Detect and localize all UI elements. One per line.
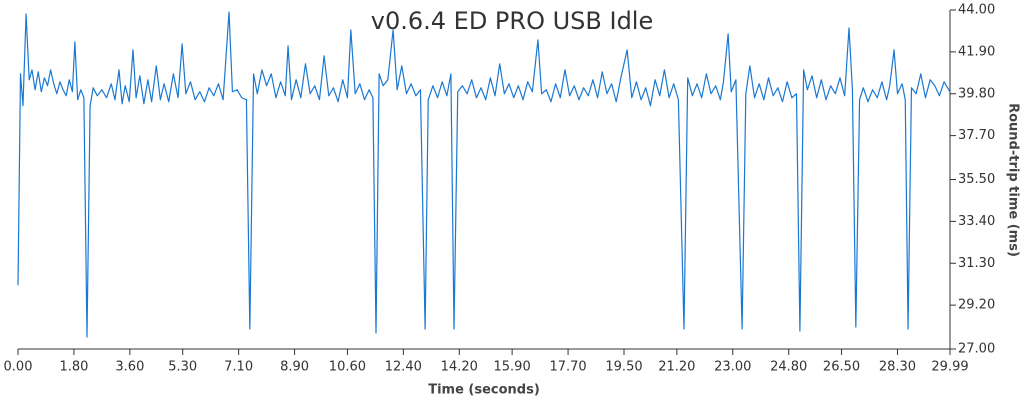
y-tick-label: 39.80: [958, 86, 995, 101]
x-axis-title: Time (seconds): [428, 383, 540, 398]
y-tick-label: 33.40: [958, 214, 995, 229]
y-tick-label: 27.00: [958, 342, 995, 357]
x-tick-label: 14.20: [441, 360, 478, 375]
x-tick-label: 12.40: [385, 360, 422, 375]
x-tick-label: 0.00: [4, 360, 33, 375]
x-tick-label: 8.90: [280, 360, 309, 375]
x-tick-label: 19.50: [605, 360, 642, 375]
x-tick-label: 28.30: [879, 360, 916, 375]
x-tick-label: 7.10: [224, 360, 253, 375]
y-tick-label: 41.90: [958, 44, 995, 59]
x-tick-label: 3.60: [115, 360, 144, 375]
x-tick-label: 26.50: [823, 360, 860, 375]
x-tick-label: 5.30: [168, 360, 197, 375]
x-tick-label: 24.80: [770, 360, 807, 375]
x-tick-label: 10.60: [329, 360, 366, 375]
y-tick-label: 31.30: [958, 256, 995, 271]
x-tick-label: 1.80: [59, 360, 88, 375]
x-tick-label: 17.70: [549, 360, 586, 375]
x-tick-label: 29.99: [931, 360, 968, 375]
y-tick-label: 35.50: [958, 172, 995, 187]
x-tick-label: 15.90: [494, 360, 531, 375]
data-line: [17, 11, 951, 338]
y-axis-title: Round-trip time (ms): [1006, 103, 1021, 257]
chart-title: v0.6.4 ED PRO USB Idle: [371, 7, 653, 35]
y-tick-label: 44.00: [958, 3, 995, 18]
y-tick-label: 29.20: [958, 298, 995, 313]
x-tick-label: 21.20: [658, 360, 695, 375]
x-tick-label: 23.00: [714, 360, 751, 375]
y-tick-label: 37.70: [958, 128, 995, 143]
